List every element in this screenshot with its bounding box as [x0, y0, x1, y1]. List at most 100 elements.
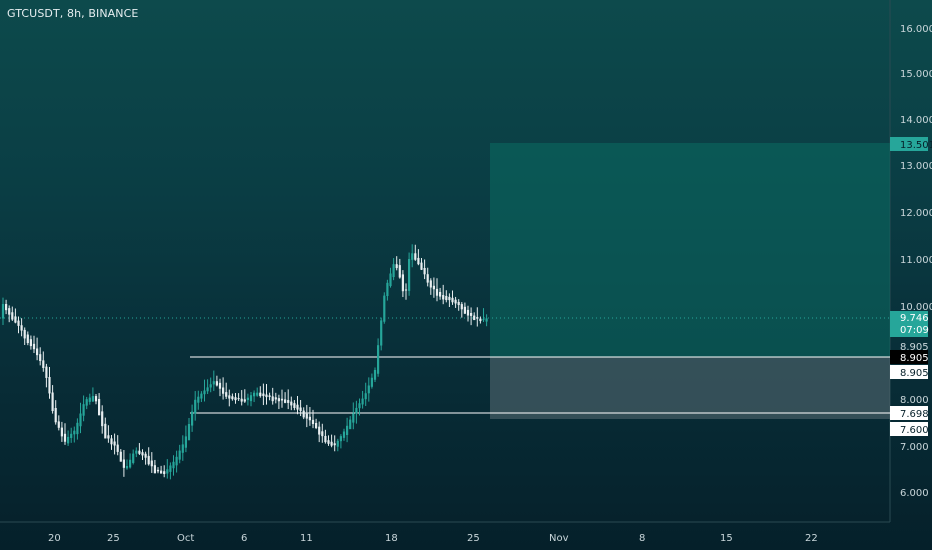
price-label: 11.000: [900, 255, 932, 266]
candle-body: [373, 370, 377, 380]
time-label: 11: [300, 533, 313, 544]
candle-body: [398, 265, 401, 278]
candle-body: [194, 399, 197, 414]
candle-body: [293, 403, 296, 409]
candle-body: [336, 440, 339, 447]
candle-body: [144, 453, 147, 458]
candle-body: [23, 329, 26, 339]
candle-body: [290, 401, 293, 406]
candle-body: [63, 433, 67, 442]
candle-body: [104, 423, 107, 439]
price-label: 15.000: [900, 69, 932, 80]
candle-body: [132, 453, 135, 463]
candle-body: [39, 354, 42, 362]
candle-body: [175, 456, 178, 466]
candle-body: [271, 396, 274, 402]
candle-body: [315, 423, 318, 429]
candle-body: [73, 430, 76, 435]
candle-body: [253, 392, 256, 397]
candle-body: [153, 465, 156, 474]
candle-body: [274, 397, 277, 400]
time-label: 25: [467, 533, 480, 544]
candle-body: [442, 295, 445, 300]
candle-body: [417, 257, 420, 265]
candle-body: [392, 264, 395, 278]
candle-body: [277, 398, 280, 402]
candle-body: [48, 377, 51, 394]
candle-body: [228, 395, 231, 399]
candle-body: [426, 274, 429, 283]
candle-body: [463, 306, 466, 314]
candle-body: [181, 444, 184, 453]
candle-body: [451, 297, 454, 303]
candle-body: [311, 419, 315, 424]
candle-body: [361, 398, 364, 405]
candle-body: [67, 436, 70, 444]
candle-body: [401, 274, 404, 292]
profit-zone[interactable]: [490, 143, 890, 357]
candle-body: [178, 450, 181, 460]
candle-body: [107, 435, 110, 439]
candle-body: [98, 399, 101, 416]
candle-body: [141, 452, 144, 456]
candle-body: [17, 320, 20, 326]
candle-body: [439, 292, 442, 297]
entry-value: 8.905: [900, 368, 929, 379]
hidden-level-value: 8.905: [900, 342, 929, 353]
time-label: 18: [385, 533, 398, 544]
candle-body: [349, 419, 352, 430]
candle-body: [11, 312, 14, 320]
price-label: 14.000: [900, 115, 932, 126]
candlestick-series: [1, 244, 488, 480]
candle-body: [8, 308, 11, 315]
current-price-value: 9.746: [900, 313, 929, 324]
candle-body: [454, 299, 457, 304]
candle-body: [135, 450, 138, 454]
price-label: 7.000: [900, 442, 929, 453]
candle-body: [36, 348, 39, 356]
candle-body: [20, 325, 23, 331]
candle-body: [324, 435, 327, 443]
candle-body: [150, 460, 153, 467]
price-label: 6.000: [900, 488, 929, 499]
candle-body: [166, 469, 169, 474]
candle-body: [113, 441, 116, 446]
candle-body: [404, 289, 408, 291]
loss-zone[interactable]: [490, 357, 890, 419]
level-lower-tag: [890, 406, 928, 420]
price-label: 12.000: [900, 208, 932, 219]
time-label: 20: [48, 533, 61, 544]
candle-body: [246, 397, 249, 401]
candle-body: [318, 426, 321, 435]
price-label: 10.000: [900, 302, 932, 313]
candle-body: [215, 381, 218, 386]
time-label: 8: [639, 533, 645, 544]
candle-body: [42, 360, 45, 369]
candle-body: [94, 396, 98, 402]
candle-body: [432, 285, 435, 290]
candle-body: [470, 313, 473, 316]
candle-body: [169, 465, 172, 472]
candle-body: [327, 440, 330, 444]
candle-body: [473, 315, 476, 321]
candle-body: [395, 264, 398, 269]
time-label: Oct: [177, 533, 194, 544]
candle-body: [296, 404, 299, 410]
level-upper-tag: [890, 350, 928, 364]
time-label: 15: [720, 533, 733, 544]
level-lower-value: 7.698: [900, 409, 929, 420]
candle-body: [485, 318, 488, 322]
candle-body: [5, 304, 8, 311]
take-profit-value: 13.501: [900, 140, 932, 151]
candle-body: [249, 395, 253, 402]
candle-body: [280, 398, 284, 401]
candle-body: [339, 436, 342, 442]
candle-body: [110, 438, 113, 445]
candle-body: [122, 459, 125, 468]
time-label: 6: [241, 533, 247, 544]
candle-body: [206, 387, 209, 392]
candle-body: [380, 320, 383, 346]
candle-body: [1, 304, 5, 319]
